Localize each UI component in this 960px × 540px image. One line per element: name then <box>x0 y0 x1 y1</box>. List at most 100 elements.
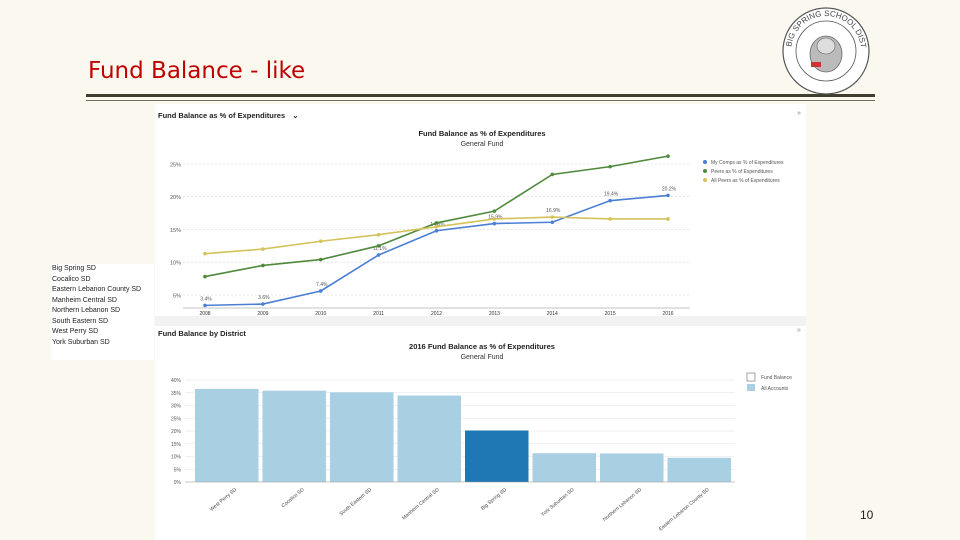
x-tick-label: 2012 <box>431 311 442 316</box>
data-label: 16.9% <box>546 208 561 214</box>
data-point <box>666 217 670 221</box>
district-logo: BIG SPRING SCHOOL DISTRICT <box>781 6 870 95</box>
x-tick-label: West Perry SD <box>209 487 238 513</box>
list-item[interactable]: West Perry SD <box>52 328 99 335</box>
x-tick-label: Northern Lebanon SD <box>602 487 643 523</box>
data-point <box>434 225 439 229</box>
x-tick-label: Eastern Lebanon County SD <box>658 487 711 533</box>
data-point <box>492 209 497 213</box>
data-label: 19.4% <box>604 192 619 198</box>
x-tick-label: 2008 <box>199 311 210 316</box>
page-number: 10 <box>860 508 874 522</box>
data-point <box>203 251 207 256</box>
line-panel-title: Fund Balance as % of Expenditures <box>158 111 286 120</box>
x-tick-label: Manheim Central SD <box>401 487 441 522</box>
data-point <box>261 247 265 251</box>
bar <box>397 395 461 482</box>
y-tick-label: 25% <box>171 416 182 422</box>
chart-title: 2016 Fund Balance as % of Expenditures <box>409 342 555 351</box>
bar <box>532 453 596 482</box>
list-item[interactable]: Big Spring SD <box>52 265 96 272</box>
y-tick-label: 15% <box>170 228 181 234</box>
data-point <box>318 289 323 293</box>
x-tick-label: York Suburban SD <box>540 487 576 518</box>
bar-chart: 2016 Fund Balance as % of Expenditures Ge… <box>171 342 792 533</box>
data-point <box>434 221 439 225</box>
data-point <box>203 303 207 308</box>
data-point <box>666 154 670 158</box>
y-tick-label: 10% <box>171 455 182 461</box>
data-label: 7.4% <box>316 282 328 288</box>
y-tick-label: 20% <box>171 429 182 435</box>
legend-marker <box>746 372 756 382</box>
data-label: 11.1% <box>373 246 387 252</box>
y-tick-label: 0% <box>174 480 182 486</box>
series-line <box>204 194 669 307</box>
legend-marker <box>703 169 707 173</box>
data-point <box>550 172 555 177</box>
x-tick-label: South Eastern SD <box>339 487 374 518</box>
legend-entry: All Accounts <box>761 386 789 392</box>
data-point <box>608 198 612 203</box>
x-tick-label: 2010 <box>315 311 326 316</box>
data-point <box>376 244 381 248</box>
legend-marker <box>747 384 755 391</box>
bar <box>600 453 664 482</box>
x-tick-label: 2011 <box>373 311 384 316</box>
list-item[interactable]: Northern Lebanon SD <box>52 307 121 314</box>
y-tick-label: 30% <box>171 404 182 410</box>
chart-title: Fund Balance as % of Expenditures <box>418 129 545 138</box>
title-rule <box>86 94 875 97</box>
y-tick-label: 40% <box>171 378 182 384</box>
list-item[interactable]: York Suburban SD <box>52 338 110 346</box>
list-item[interactable]: Eastern Lebanon County SD <box>52 286 142 293</box>
data-point <box>550 220 555 225</box>
chevron-down-icon[interactable]: ⌄ <box>292 111 299 120</box>
list-item[interactable]: Manheim Central SD <box>52 296 117 304</box>
x-tick-label: 2013 <box>489 311 500 316</box>
legend-entry: My Comps as % of Expenditures <box>711 160 784 166</box>
y-tick-label: 10% <box>170 261 181 267</box>
expand-icon[interactable]: » <box>797 110 801 117</box>
legend-marker <box>703 178 707 182</box>
district-filter-list[interactable]: Big Spring SD Cocalico SD Eastern Lebano… <box>51 264 154 360</box>
x-tick-label: Cocalico SD <box>281 487 306 510</box>
data-label: 3.6% <box>258 295 270 301</box>
expand-icon[interactable]: » <box>797 327 801 334</box>
data-label: 14.8% <box>430 222 445 228</box>
bar <box>330 392 394 482</box>
chart-subtitle: General Fund <box>461 354 504 361</box>
data-label: 20.2% <box>662 186 677 192</box>
data-point <box>666 193 670 198</box>
x-tick-label: Big Spring SD <box>480 487 508 512</box>
data-point <box>318 239 323 244</box>
y-tick-label: 25% <box>170 163 181 169</box>
data-point <box>608 164 612 169</box>
x-tick-label: 2014 <box>547 311 558 316</box>
y-tick-label: 15% <box>171 442 182 448</box>
data-point <box>608 217 612 221</box>
data-point <box>492 217 497 221</box>
data-point <box>376 232 381 237</box>
line-panel-header[interactable]: Fund Balance as % of Expenditures ⌄ <box>158 111 299 120</box>
data-point <box>492 221 497 226</box>
y-tick-label: 35% <box>171 391 182 397</box>
data-point <box>261 302 265 306</box>
legend-entry: All Peers as % of Expenditures <box>711 178 780 184</box>
bar-panel-header: Fund Balance by District <box>158 329 246 338</box>
bar <box>465 430 529 482</box>
list-item[interactable]: South Eastern SD <box>52 317 109 325</box>
data-point <box>318 257 323 262</box>
data-point <box>203 274 207 279</box>
data-point <box>261 263 265 268</box>
slide-title: Fund Balance - like <box>88 58 306 84</box>
bar <box>262 390 326 482</box>
legend-entry: Fund Balance <box>761 375 792 381</box>
x-tick-label: 2016 <box>662 311 673 316</box>
data-label: 15.9% <box>488 215 503 221</box>
data-label: 3.4% <box>200 296 212 302</box>
data-point <box>376 253 381 257</box>
data-point <box>550 215 555 219</box>
list-item[interactable]: Cocalico SD <box>52 275 91 283</box>
x-tick-label: 2009 <box>257 311 268 316</box>
